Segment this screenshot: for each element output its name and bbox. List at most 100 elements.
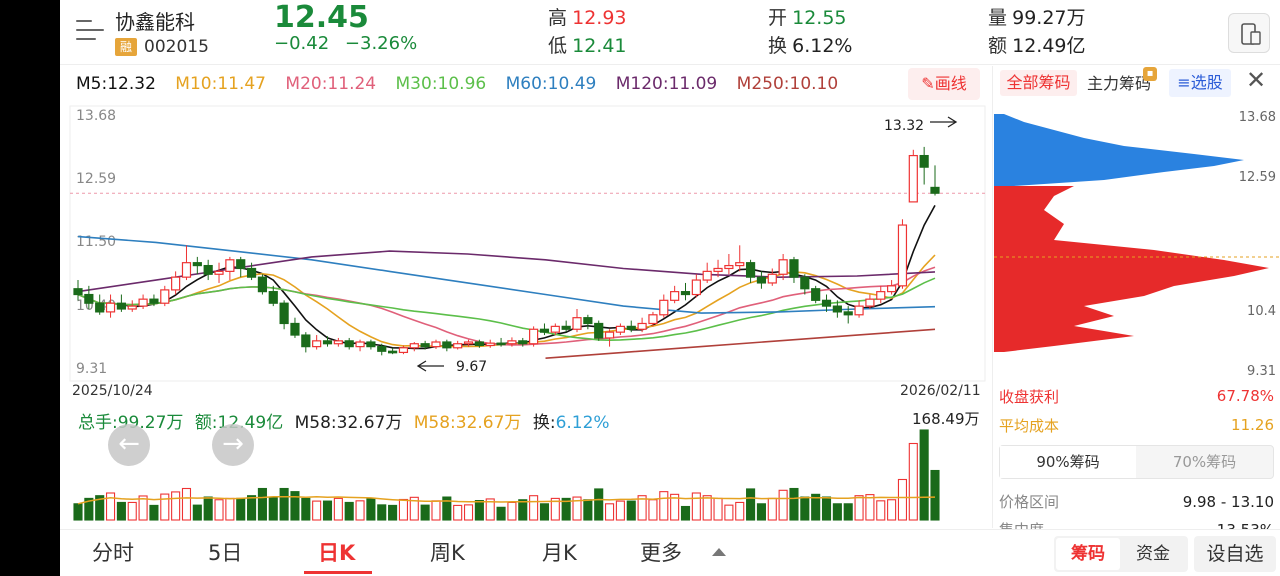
total-volume: 总手:99.27万 <box>78 413 184 433</box>
close-icon[interactable]: ✕ <box>1246 66 1267 94</box>
candle-body <box>507 340 517 345</box>
volume-bar <box>637 495 647 521</box>
profit-label: 收盘获利 <box>999 388 1060 406</box>
volume-bar <box>105 492 116 521</box>
high-label: 高 <box>548 7 568 29</box>
candle-body <box>160 289 170 304</box>
candle-body <box>615 325 626 333</box>
draw-line-button[interactable]: ✎画线 <box>908 68 980 100</box>
y-tick-label: 12.59 <box>76 171 116 187</box>
low-arrow <box>416 360 444 372</box>
ma10-label: M10:11.47 <box>175 74 266 94</box>
chips-button[interactable]: 筹码 <box>1056 538 1120 570</box>
caret-up-icon[interactable] <box>712 548 726 556</box>
volume-amount: 额:12.49亿 <box>194 413 284 433</box>
candle-body <box>398 347 409 354</box>
ma30-line <box>77 277 936 342</box>
turnover-stat: 换 6.12% <box>768 31 852 58</box>
volume-stat: 量 99.27万 <box>988 3 1086 30</box>
pencil-icon: ✎ <box>921 74 935 93</box>
volume-bar <box>181 487 192 521</box>
tab-day-k[interactable]: 日K <box>318 541 356 565</box>
ma20-label: M20:11.24 <box>285 74 377 94</box>
volume-bar <box>268 496 278 521</box>
volume-bar <box>648 499 658 521</box>
volume-bar <box>171 491 181 521</box>
menu-icon[interactable] <box>76 20 104 42</box>
candle-body <box>279 302 289 325</box>
volume-bar <box>225 497 235 521</box>
candle-body <box>767 273 777 284</box>
ma5-label: M5:12.32 <box>76 74 156 94</box>
add-watchlist-button[interactable]: 设自选 <box>1194 536 1276 572</box>
tab-main-chips[interactable]: 主力筹码 <box>1087 74 1152 93</box>
landscape-toggle-button[interactable] <box>1228 13 1270 53</box>
volume-bar <box>388 504 398 521</box>
candle-body <box>474 341 484 347</box>
volume-bar <box>192 504 202 521</box>
candle-body <box>257 276 268 293</box>
candle-body <box>225 259 235 272</box>
tab-intraday[interactable]: 分时 <box>92 541 134 565</box>
last-price: 12.45 <box>274 0 369 35</box>
candle-body <box>561 325 571 330</box>
chip-distribution-chart: 13.68 12.59 10.4 9.31 <box>994 110 1280 379</box>
candle-body <box>680 291 691 296</box>
open-stat: 开 12.55 <box>768 3 847 30</box>
tab-5day[interactable]: 5日 <box>208 541 243 565</box>
volume-bar <box>767 497 777 521</box>
volume-bar <box>865 494 875 521</box>
volume-bar <box>312 500 322 521</box>
panel-divider <box>992 66 993 528</box>
avg-cost-label: 平均成本 <box>999 417 1060 435</box>
seg-90-chips[interactable]: 90%筹码 <box>1000 446 1136 478</box>
candle-body <box>214 270 224 275</box>
date-end-label: 2026/02/11 <box>900 383 981 399</box>
volume-bar <box>821 496 832 521</box>
amount-stat: 额 12.49亿 <box>988 31 1086 58</box>
volume-bar <box>908 442 918 521</box>
prev-arrow-button[interactable]: ← <box>108 424 150 466</box>
stock-detail-screen: 协鑫能科 融 002015 12.45 −0.42 −3.26% 高 12.93… <box>60 0 1280 576</box>
tab-stock-picker[interactable]: ≡选股 <box>1169 69 1231 97</box>
volume-bar <box>127 501 137 521</box>
volume-bar <box>485 498 495 521</box>
candle-body <box>865 298 875 307</box>
candle-body <box>149 298 159 304</box>
concentration-value: 13.53% <box>1217 521 1274 529</box>
candle-body <box>496 342 506 346</box>
candle-body <box>518 340 528 345</box>
volume-bar <box>116 501 126 521</box>
volume-bar <box>160 493 170 521</box>
candle-body <box>713 267 723 272</box>
tab-all-chips[interactable]: 全部筹码 <box>1000 70 1077 96</box>
volume-chart[interactable] <box>60 420 995 522</box>
candle-body <box>95 302 105 313</box>
tab-more[interactable]: 更多 <box>640 541 682 565</box>
funds-button[interactable]: 资金 <box>1136 544 1170 564</box>
candle-body <box>604 331 615 339</box>
candle-body <box>377 346 387 352</box>
seg-70-chips[interactable]: 70%筹码 <box>1172 453 1237 471</box>
volume-bar <box>84 497 94 521</box>
list-icon: ≡ <box>1177 73 1191 92</box>
tab-month-k[interactable]: 月K <box>542 541 577 565</box>
candle-body <box>572 317 582 330</box>
candle-body <box>312 340 322 348</box>
ma250-line <box>545 328 936 359</box>
price-change: −0.42 −3.26% <box>274 33 417 54</box>
volume-bar <box>615 500 625 521</box>
volume-bar <box>149 504 159 521</box>
tab-week-k[interactable]: 周K <box>430 541 465 565</box>
volume-bar <box>279 487 289 521</box>
kline-chart[interactable]: 13.6812.5911.5010.409.3113.329.672025/10… <box>60 100 995 410</box>
candle-body <box>897 224 908 287</box>
volume-bar <box>529 495 539 521</box>
candle-body <box>648 314 658 325</box>
candle-body <box>821 299 832 307</box>
concentration-label: 集中度 <box>999 519 1044 529</box>
high-annotation: 13.32 <box>884 118 924 134</box>
next-arrow-button[interactable]: → <box>212 424 254 466</box>
candle-body <box>539 328 550 333</box>
volume-bar <box>344 501 354 521</box>
